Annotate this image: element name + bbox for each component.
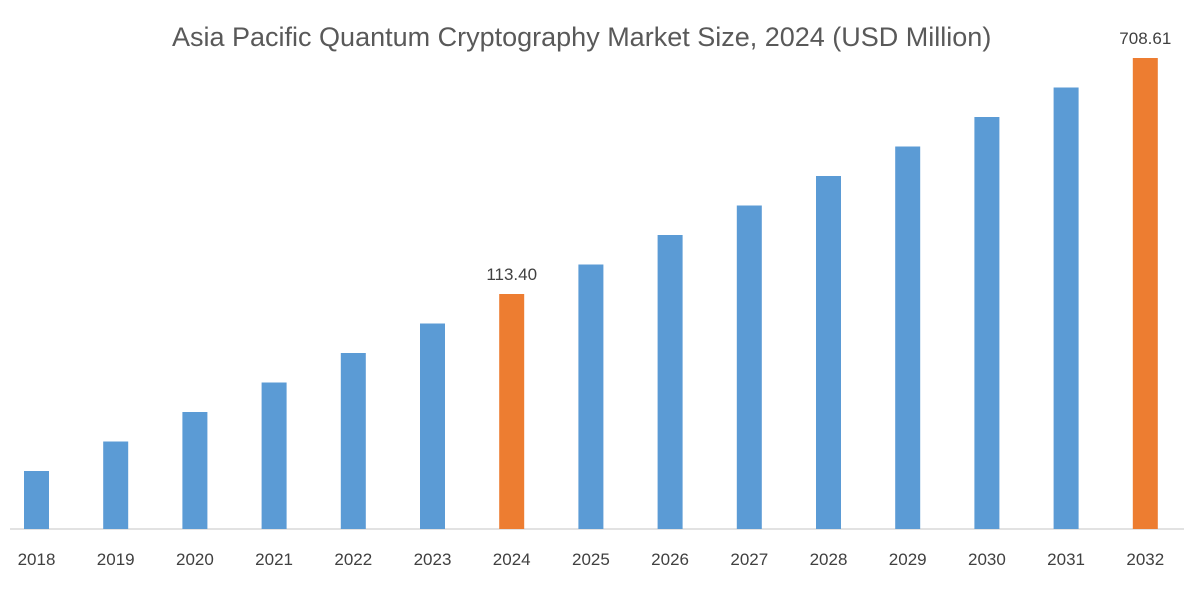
x-tick-label: 2030: [968, 550, 1006, 569]
bar-2025: [578, 264, 604, 529]
bar-2018: [24, 471, 49, 529]
bar-2031: [1053, 87, 1079, 529]
bar-2020: [182, 412, 208, 529]
bar-2022: [340, 353, 366, 529]
x-tick-label: 2031: [1047, 550, 1085, 569]
x-tick-label: 2028: [810, 550, 848, 569]
bar-2021: [261, 382, 287, 529]
bar-2030: [974, 117, 1000, 529]
bar-2026: [657, 235, 683, 529]
bar-2023: [420, 323, 445, 529]
bar-2028: [816, 176, 841, 529]
x-tick-label: 2019: [97, 550, 135, 569]
x-tick-label: 2024: [493, 550, 531, 569]
x-tick-label: 2029: [889, 550, 927, 569]
chart-title: Asia Pacific Quantum Cryptography Market…: [172, 22, 992, 52]
x-tick-label: 2026: [651, 550, 689, 569]
x-tick-label: 2032: [1126, 550, 1164, 569]
bar-2032: [1132, 58, 1158, 529]
data-label-2024: 113.40: [486, 265, 537, 284]
bar-2019: [103, 441, 129, 529]
x-tick-label: 2018: [18, 550, 56, 569]
x-tick-label: 2023: [414, 550, 452, 569]
x-tick-label: 2027: [730, 550, 768, 569]
data-label-2032: 708.61: [1119, 29, 1171, 48]
x-tick-label: 2025: [572, 550, 610, 569]
bar-2029: [895, 146, 921, 529]
bar-2027: [736, 205, 762, 529]
bar-2024: [499, 294, 525, 529]
x-tick-label: 2020: [176, 550, 214, 569]
x-tick-label: 2022: [334, 550, 372, 569]
x-tick-label: 2021: [255, 550, 293, 569]
